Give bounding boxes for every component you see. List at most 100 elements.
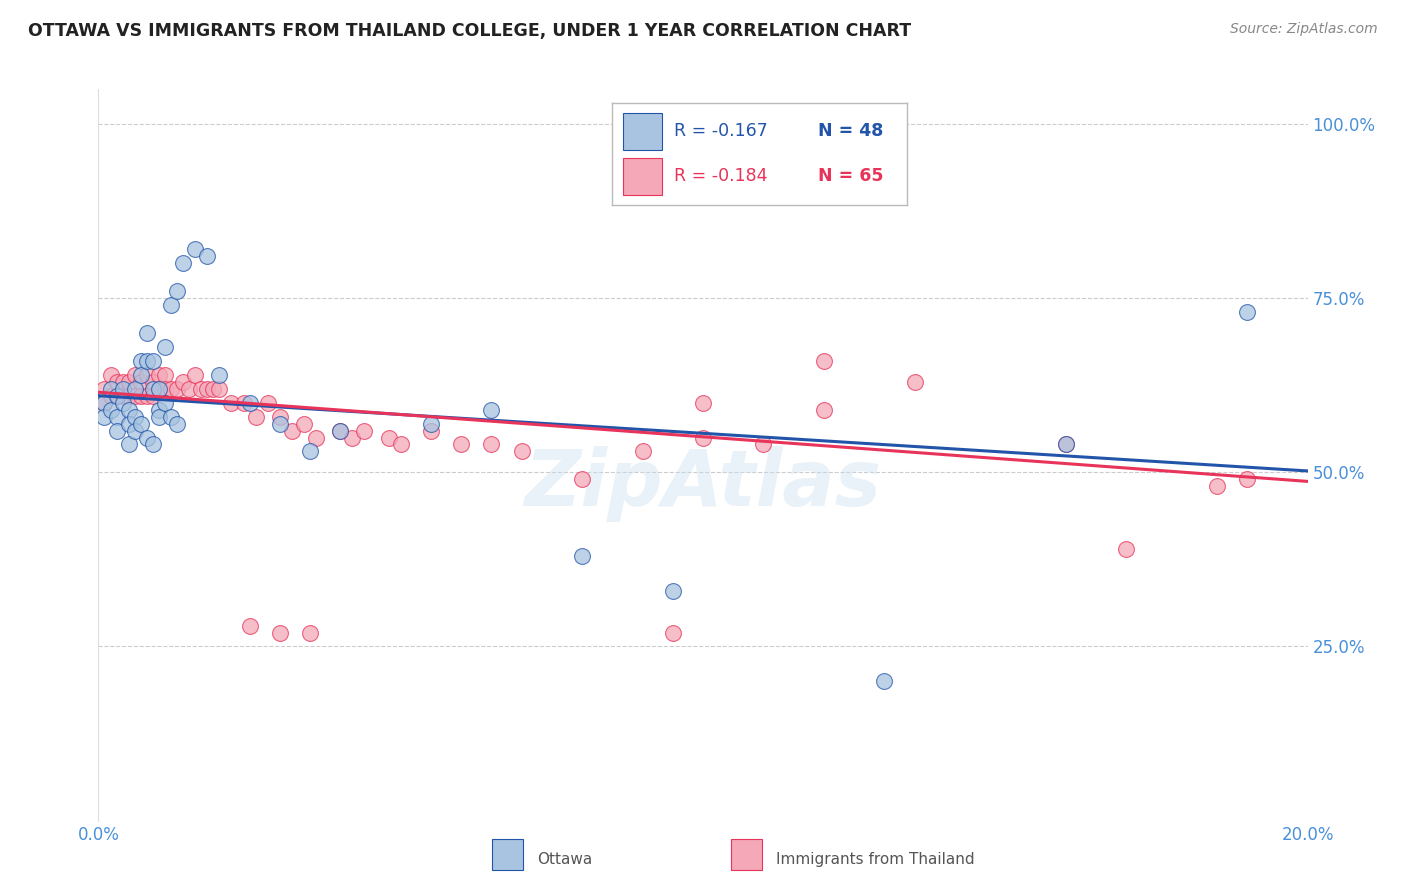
Point <box>135 430 157 444</box>
Point <box>269 625 291 640</box>
Point <box>239 618 262 632</box>
Point <box>420 417 443 431</box>
Point <box>904 375 927 389</box>
Point <box>129 354 152 368</box>
Point <box>510 444 533 458</box>
Point <box>142 382 165 396</box>
Point <box>93 382 115 396</box>
Point <box>142 375 165 389</box>
Point <box>481 402 503 417</box>
Point <box>752 437 775 451</box>
Point <box>1206 479 1229 493</box>
Point <box>153 382 176 396</box>
Point <box>124 382 146 396</box>
Point <box>342 430 364 444</box>
Point <box>129 375 152 389</box>
Point <box>124 368 146 382</box>
Text: Source: ZipAtlas.com: Source: ZipAtlas.com <box>1230 22 1378 37</box>
Point <box>221 395 243 409</box>
Point <box>124 409 146 424</box>
Point <box>281 424 304 438</box>
Point <box>179 382 201 396</box>
Point <box>111 389 134 403</box>
Point <box>232 395 254 409</box>
Text: R = -0.167: R = -0.167 <box>673 122 768 140</box>
Point <box>148 409 170 424</box>
Point <box>148 368 170 382</box>
Point <box>692 395 714 409</box>
Point <box>135 326 157 340</box>
Point <box>329 424 352 438</box>
Point <box>1115 541 1137 556</box>
Point <box>269 417 291 431</box>
Point <box>299 625 322 640</box>
Point <box>105 389 128 403</box>
Point <box>153 395 176 409</box>
Text: N = 48: N = 48 <box>818 122 883 140</box>
Point <box>160 298 183 312</box>
Point <box>105 389 128 403</box>
Point <box>111 395 134 409</box>
Point <box>208 382 231 396</box>
Point <box>100 402 122 417</box>
Point <box>662 583 685 598</box>
Point <box>118 417 141 431</box>
Point <box>124 389 146 403</box>
Point <box>111 382 134 396</box>
Point <box>172 256 194 270</box>
Point <box>195 249 218 263</box>
Point <box>93 395 115 409</box>
Point <box>100 368 122 382</box>
Point <box>571 549 593 563</box>
Point <box>299 444 322 458</box>
Point <box>135 368 157 382</box>
Text: Immigrants from Thailand: Immigrants from Thailand <box>776 853 974 867</box>
Point <box>450 437 472 451</box>
Point <box>148 382 170 396</box>
Point <box>166 417 188 431</box>
Point <box>202 382 225 396</box>
Point <box>1054 437 1077 451</box>
Point <box>160 409 183 424</box>
Point <box>118 375 141 389</box>
Point <box>1236 472 1258 486</box>
Point <box>93 395 115 409</box>
Point <box>148 402 170 417</box>
Point <box>184 368 207 382</box>
Point <box>813 402 835 417</box>
Point <box>142 354 165 368</box>
Point <box>105 424 128 438</box>
Text: R = -0.184: R = -0.184 <box>673 168 768 186</box>
Point <box>245 409 267 424</box>
Point <box>142 437 165 451</box>
Point <box>873 674 896 689</box>
Point <box>135 354 157 368</box>
Point <box>118 402 141 417</box>
Point <box>166 382 188 396</box>
FancyBboxPatch shape <box>623 158 662 194</box>
Point <box>305 430 328 444</box>
Point <box>420 424 443 438</box>
Point <box>662 625 685 640</box>
Point <box>166 284 188 298</box>
Point <box>195 382 218 396</box>
Point <box>190 382 212 396</box>
Point <box>1054 437 1077 451</box>
Point <box>100 389 122 403</box>
Point <box>153 368 176 382</box>
Point <box>256 395 278 409</box>
Point <box>353 424 375 438</box>
Point <box>124 424 146 438</box>
Point <box>129 368 152 382</box>
Point <box>239 395 262 409</box>
Point <box>329 424 352 438</box>
Point <box>184 243 207 257</box>
Point <box>208 368 231 382</box>
Point <box>105 375 128 389</box>
Point <box>135 389 157 403</box>
Point <box>1236 305 1258 319</box>
Point <box>118 437 141 451</box>
Point <box>481 437 503 451</box>
Point <box>160 382 183 396</box>
FancyBboxPatch shape <box>623 113 662 150</box>
